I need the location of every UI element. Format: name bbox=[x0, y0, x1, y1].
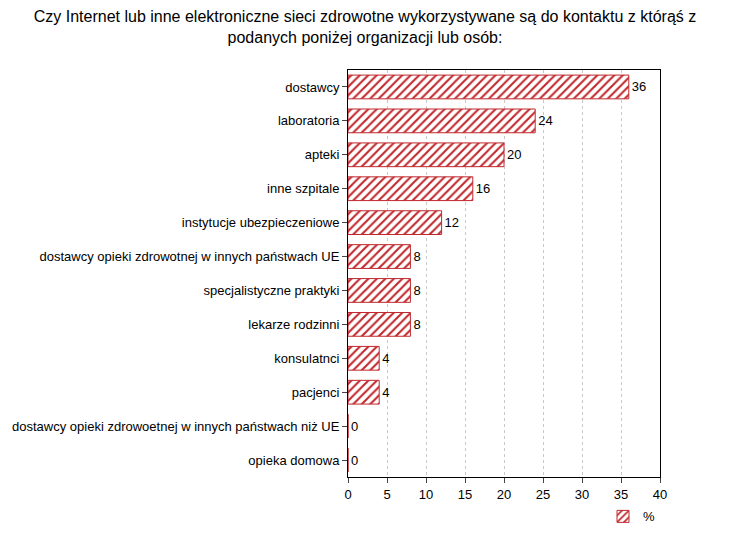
svg-text:16: 16 bbox=[476, 181, 490, 196]
svg-text:12: 12 bbox=[445, 215, 459, 230]
svg-text:5: 5 bbox=[383, 487, 390, 502]
svg-text:8: 8 bbox=[413, 283, 420, 298]
svg-text:konsulatnci: konsulatnci bbox=[274, 351, 339, 366]
svg-text:8: 8 bbox=[413, 317, 420, 332]
svg-text:dostawcy opieki zdrowotnej w i: dostawcy opieki zdrowotnej w innych pańs… bbox=[40, 249, 340, 264]
svg-text:25: 25 bbox=[536, 487, 550, 502]
svg-text:instytucje ubezpieczeniowe: instytucje ubezpieczeniowe bbox=[182, 215, 340, 230]
svg-text:40: 40 bbox=[653, 487, 667, 502]
svg-text:0: 0 bbox=[344, 487, 351, 502]
svg-text:4: 4 bbox=[382, 385, 389, 400]
svg-text:inne szpitale: inne szpitale bbox=[267, 181, 339, 196]
svg-text:24: 24 bbox=[538, 113, 552, 128]
svg-text:8: 8 bbox=[413, 249, 420, 264]
svg-text:20: 20 bbox=[497, 487, 511, 502]
svg-text:4: 4 bbox=[382, 351, 389, 366]
svg-text:10: 10 bbox=[419, 487, 433, 502]
svg-text:36: 36 bbox=[632, 79, 646, 94]
svg-text:dostawcy opieki zdrowoetnej w: dostawcy opieki zdrowoetnej w innych pań… bbox=[12, 419, 340, 434]
svg-text:20: 20 bbox=[507, 147, 521, 162]
svg-text:0: 0 bbox=[351, 453, 358, 468]
svg-text:30: 30 bbox=[575, 487, 589, 502]
svg-text:specjalistyczne praktyki: specjalistyczne praktyki bbox=[204, 283, 340, 298]
svg-text:15: 15 bbox=[458, 487, 472, 502]
svg-text:35: 35 bbox=[614, 487, 628, 502]
svg-text:0: 0 bbox=[351, 419, 358, 434]
svg-text:opieka domowa: opieka domowa bbox=[248, 453, 340, 468]
svg-text:lekarze rodzinni: lekarze rodzinni bbox=[248, 317, 339, 332]
svg-text:pacjenci: pacjenci bbox=[292, 385, 340, 400]
svg-text:Czy Internet lub inne elektron: Czy Internet lub inne elektroniczne siec… bbox=[34, 8, 697, 46]
svg-text:apteki: apteki bbox=[305, 147, 340, 162]
svg-text:laboratoria: laboratoria bbox=[278, 113, 340, 128]
svg-text:dostawcy: dostawcy bbox=[285, 80, 340, 95]
svg-text:%: % bbox=[643, 509, 655, 524]
